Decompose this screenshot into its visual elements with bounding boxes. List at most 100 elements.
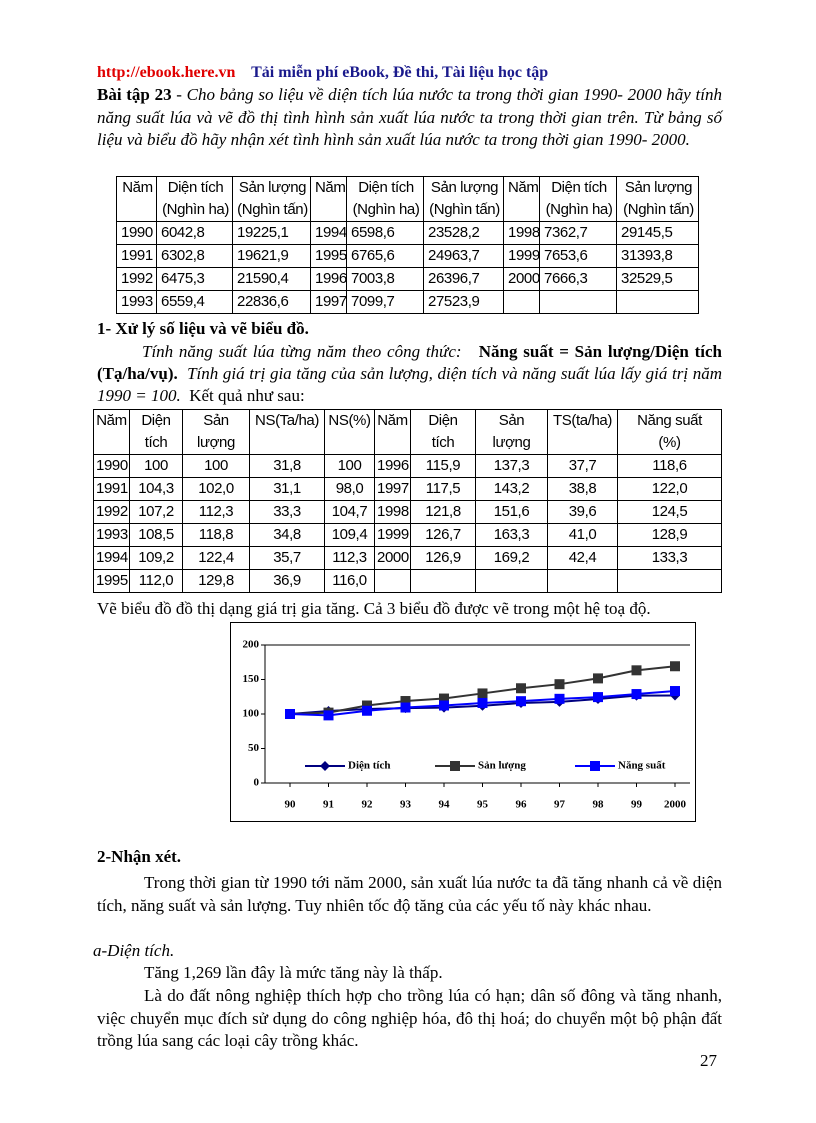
- empty-cell: [410, 569, 476, 593]
- point: [439, 700, 449, 711]
- instruction: Tính giá trị gia tăng của sản lượng, diệ…: [97, 364, 722, 405]
- cell: 126,9: [410, 546, 476, 570]
- cell: 121,8: [410, 500, 476, 524]
- empty-cell: [539, 290, 617, 314]
- cell: 27523,9: [423, 290, 504, 314]
- header-text: tích: [431, 434, 455, 451]
- x-tick-label: 96: [516, 799, 528, 811]
- header-cell: Sản lượng (Nghìn tấn): [232, 176, 311, 222]
- y-tick-label: 100: [243, 708, 260, 720]
- header-cell: Sản lượng: [182, 409, 250, 455]
- header-text: Sản lượng: [624, 179, 693, 196]
- header-cell: Sản lượng: [475, 409, 548, 455]
- header-cell: Năng suất (%): [617, 409, 722, 455]
- header-text: NS(%): [328, 412, 371, 429]
- row: 1992 107,2 112,3 33,3 104,7 1998 121,8 151,6 39,…: [93, 500, 722, 524]
- cell: 7666,3: [539, 267, 617, 291]
- cell: 7003,8: [346, 267, 424, 291]
- cell: 1995: [310, 244, 347, 268]
- cell: 7362,7: [539, 221, 617, 245]
- cell: 7099,7: [346, 290, 424, 314]
- legend-marker: [590, 761, 600, 771]
- cell: 112,3: [324, 546, 375, 570]
- cell: 129,8: [182, 569, 250, 593]
- cell: 115,9: [410, 454, 476, 478]
- header-link[interactable]: http://ebook.here.vn: [97, 64, 236, 81]
- cell: 31393,8: [616, 244, 699, 268]
- cell: 1995: [93, 569, 130, 593]
- area-table: Năm Diện tích (Nghìn ha) Sản lượng (Nghìn tấ…: [116, 176, 699, 314]
- legend-label: Diện tích: [348, 760, 390, 772]
- cell: 1993: [93, 523, 130, 547]
- cell: 6765,6: [346, 244, 424, 268]
- chart-border: [230, 622, 696, 822]
- paragraph: Trong thời gian từ 1990 tới năm 2000, sả…: [97, 873, 722, 915]
- cell: 100: [129, 454, 183, 478]
- point: [400, 696, 411, 707]
- x-tick-label: 90: [285, 799, 297, 811]
- empty-cell: [475, 569, 548, 593]
- header-row: Năm Diện tích Sản lượng NS(Ta/ha) NS(%) Năm Diện…: [93, 409, 722, 455]
- point: [477, 697, 488, 708]
- cell: 1990: [116, 221, 157, 245]
- y-tick-label: 150: [243, 673, 260, 685]
- cell: 122,4: [182, 546, 250, 570]
- x-tick-label: 98: [593, 799, 605, 811]
- cell: 109,2: [129, 546, 183, 570]
- header-text: Năm: [377, 412, 408, 429]
- y-tick-label: 0: [254, 777, 260, 789]
- x-tick-label: 91: [323, 799, 334, 811]
- point: [323, 710, 334, 721]
- cell: 104,7: [324, 500, 375, 524]
- point: [631, 689, 642, 700]
- cell: 1997: [374, 477, 411, 501]
- point: [631, 665, 642, 676]
- header-cell: Sản lượng (Nghìn tấn): [616, 176, 699, 222]
- row: 1995 112,0 129,8 36,9 116,0: [93, 569, 722, 593]
- method: Tính năng suất lúa từng năm theo công th…: [97, 341, 722, 407]
- cell: 117,5: [410, 477, 476, 501]
- chart-intro: Vẽ biểu đồ đồ thị dạng giá trị gia tăng.…: [97, 599, 651, 618]
- point: [593, 692, 603, 703]
- point: [362, 705, 372, 716]
- header-text: Diện tích: [167, 179, 224, 196]
- cell: 35,7: [249, 546, 325, 570]
- point: [439, 693, 449, 704]
- cell: 102,0: [182, 477, 250, 501]
- header-text: Năm: [96, 412, 127, 429]
- empty-cell: [617, 569, 722, 593]
- header-tagline: Tải miễn phí eBook, Đề thi, Tài liệu học…: [251, 64, 549, 81]
- cell: 31,1: [249, 477, 325, 501]
- cell: 118,8: [182, 523, 250, 547]
- cell: 122,0: [617, 477, 722, 501]
- cell: 41,0: [547, 523, 618, 547]
- cell: 1997: [310, 290, 347, 314]
- header-text: Sản lượng: [238, 179, 307, 196]
- index-table: Năm Diện tích Sản lượng NS(Ta/ha) NS(%) Năm Diện…: [93, 409, 722, 593]
- section-title: 1- Xử lý số liệu và vẽ biểu đồ.: [97, 319, 309, 338]
- header-text: Năm: [508, 179, 539, 196]
- cell: 1994: [93, 546, 130, 570]
- cell: 100: [182, 454, 250, 478]
- cell: 1996: [374, 454, 411, 478]
- exercise-text: - Cho bảng so liệu về diện tích lúa nước…: [97, 85, 722, 149]
- x-tick-label: 95: [477, 799, 489, 811]
- y-tick-label: 200: [243, 639, 260, 651]
- header-text: Diện: [141, 412, 171, 429]
- subheading: a-Diện tích.: [93, 941, 175, 960]
- x-tick-label: 99: [631, 799, 643, 811]
- method-intro: Tính năng suất lúa từng năm theo công th…: [142, 342, 462, 361]
- cell: 19225,1: [232, 221, 311, 245]
- cell: 124,5: [617, 500, 722, 524]
- legend-marker: [320, 761, 330, 771]
- header-text: Sản: [203, 412, 229, 429]
- point: [670, 661, 680, 672]
- point: [554, 693, 565, 704]
- row: 1990 100 100 31,8 100 1996 115,9 137,3 37,7 118,6: [93, 454, 722, 478]
- page-number: 27: [700, 1051, 717, 1070]
- row: 1993 108,5 118,8 34,8 109,4 1999 126,7 163,3 41,…: [93, 523, 722, 547]
- cell: 34,8: [249, 523, 325, 547]
- cell: 1992: [93, 500, 130, 524]
- header: http://ebook.here.vn Tải miễn phí eBook,…: [97, 62, 548, 85]
